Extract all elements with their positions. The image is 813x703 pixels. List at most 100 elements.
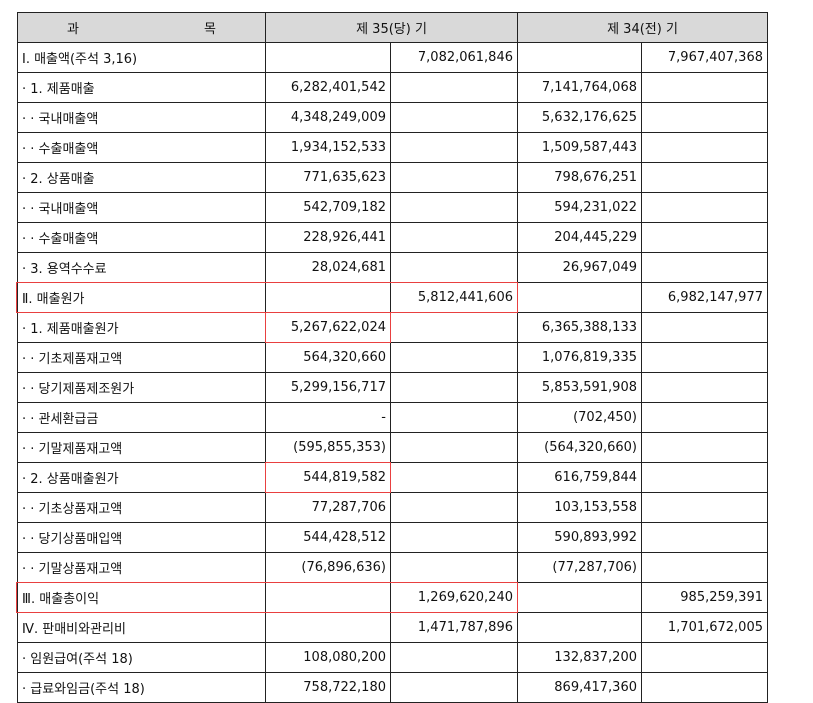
table-row: · 1. 제품매출 6,282,401,542 7,141,764,068 [17, 72, 768, 103]
row-label: · 2. 상품매출원가 [17, 462, 266, 493]
table-row: · · 기말상품재고액 (76,896,636) (77,287,706) [17, 552, 768, 583]
previous-detail: 616,759,844 [517, 462, 642, 493]
current-detail [265, 42, 391, 73]
header-subject-right: 목 [204, 22, 216, 37]
current-total [390, 162, 518, 193]
table-row: · 2. 상품매출원가 544,819,582 616,759,844 [17, 462, 768, 493]
row-label: Ⅲ. 매출총이익 [17, 582, 266, 613]
row-label: · · 기말제품재고액 [17, 432, 266, 463]
current-total [390, 132, 518, 163]
previous-total [641, 312, 768, 343]
row-label: · 1. 제품매출원가 [17, 312, 266, 343]
previous-detail: 869,417,360 [517, 672, 642, 703]
current-total: 1,269,620,240 [390, 582, 518, 613]
current-total [390, 432, 518, 463]
current-total [390, 222, 518, 253]
previous-total [641, 72, 768, 103]
previous-detail: 132,837,200 [517, 642, 642, 673]
row-label: · · 수출매출액 [17, 132, 266, 163]
current-detail: 544,819,582 [265, 462, 391, 493]
previous-total [641, 132, 768, 163]
previous-total [641, 552, 768, 583]
previous-detail: 204,445,229 [517, 222, 642, 253]
previous-detail: 1,509,587,443 [517, 132, 642, 163]
previous-detail: 5,632,176,625 [517, 102, 642, 133]
header-current-period: 제 35(당) 기 [265, 12, 518, 43]
table-row: · 1. 제품매출원가 5,267,622,024 6,365,388,133 [17, 312, 768, 343]
current-total: 1,471,787,896 [390, 612, 518, 643]
previous-total [641, 372, 768, 403]
current-total [390, 192, 518, 223]
previous-detail: 6,365,388,133 [517, 312, 642, 343]
table-row: · · 기초상품재고액 77,287,706 103,153,558 [17, 492, 768, 523]
previous-detail: 103,153,558 [517, 492, 642, 523]
table-row: · · 관세환급금 - (702,450) [17, 402, 768, 433]
table-row: Ⅰ. 매출액(주석 3,16) 7,082,061,846 7,967,407,36… [17, 42, 768, 73]
current-total [390, 342, 518, 373]
current-detail: 28,024,681 [265, 252, 391, 283]
row-label: · 2. 상품매출 [17, 162, 266, 193]
previous-detail: 7,141,764,068 [517, 72, 642, 103]
header-subject-left: 과 [67, 22, 79, 37]
previous-total: 985,259,391 [641, 582, 768, 613]
row-label: · · 국내매출액 [17, 102, 266, 133]
previous-total [641, 102, 768, 133]
previous-detail: (702,450) [517, 402, 642, 433]
current-total: 7,082,061,846 [390, 42, 518, 73]
previous-total [641, 342, 768, 373]
current-detail: 108,080,200 [265, 642, 391, 673]
table-row: · 임원급여(주석 18) 108,080,200 132,837,200 [17, 642, 768, 673]
table-row: · · 당기제품제조원가 5,299,156,717 5,853,591,908 [17, 372, 768, 403]
current-total [390, 402, 518, 433]
previous-detail: (77,287,706) [517, 552, 642, 583]
row-label: · · 수출매출액 [17, 222, 266, 253]
row-label: · · 당기상품매입액 [17, 522, 266, 553]
current-detail: 77,287,706 [265, 492, 391, 523]
current-detail: 228,926,441 [265, 222, 391, 253]
current-detail: 564,320,660 [265, 342, 391, 373]
current-detail: 6,282,401,542 [265, 72, 391, 103]
previous-total [641, 162, 768, 193]
header-previous-period: 제 34(전) 기 [517, 12, 768, 43]
current-detail: 5,267,622,024 [265, 312, 391, 343]
current-detail: 1,934,152,533 [265, 132, 391, 163]
table-row: · 3. 용역수수료 28,024,681 26,967,049 [17, 252, 768, 283]
table-row: · · 기초제품재고액 564,320,660 1,076,819,335 [17, 342, 768, 373]
previous-total [641, 462, 768, 493]
previous-detail: 1,076,819,335 [517, 342, 642, 373]
previous-detail [517, 282, 642, 313]
previous-total [641, 642, 768, 673]
previous-detail [517, 612, 642, 643]
current-detail [265, 582, 391, 613]
previous-detail: 594,231,022 [517, 192, 642, 223]
row-label: · 임원급여(주석 18) [17, 642, 266, 673]
table-row: · 급료와임금(주석 18) 758,722,180 869,417,360 [17, 672, 768, 703]
previous-total [641, 672, 768, 703]
previous-detail: 26,967,049 [517, 252, 642, 283]
current-total [390, 252, 518, 283]
previous-total: 6,982,147,977 [641, 282, 768, 313]
current-total [390, 312, 518, 343]
previous-detail [517, 582, 642, 613]
current-detail [265, 612, 391, 643]
table-row: · · 국내매출액 4,348,249,009 5,632,176,625 [17, 102, 768, 133]
current-total [390, 492, 518, 523]
previous-detail [517, 42, 642, 73]
row-label: · 3. 용역수수료 [17, 252, 266, 283]
previous-detail: 5,853,591,908 [517, 372, 642, 403]
previous-total [641, 252, 768, 283]
table-row: Ⅱ. 매출원가 5,812,441,606 6,982,147,977 [17, 282, 768, 313]
previous-total: 1,701,672,005 [641, 612, 768, 643]
current-detail: (595,855,353) [265, 432, 391, 463]
current-total: 5,812,441,606 [390, 282, 518, 313]
row-label: · 1. 제품매출 [17, 72, 266, 103]
previous-total [641, 432, 768, 463]
current-total [390, 72, 518, 103]
row-label: · · 기초상품재고액 [17, 492, 266, 523]
current-detail: 544,428,512 [265, 522, 391, 553]
current-detail: 5,299,156,717 [265, 372, 391, 403]
table-row: · 2. 상품매출 771,635,623 798,676,251 [17, 162, 768, 193]
